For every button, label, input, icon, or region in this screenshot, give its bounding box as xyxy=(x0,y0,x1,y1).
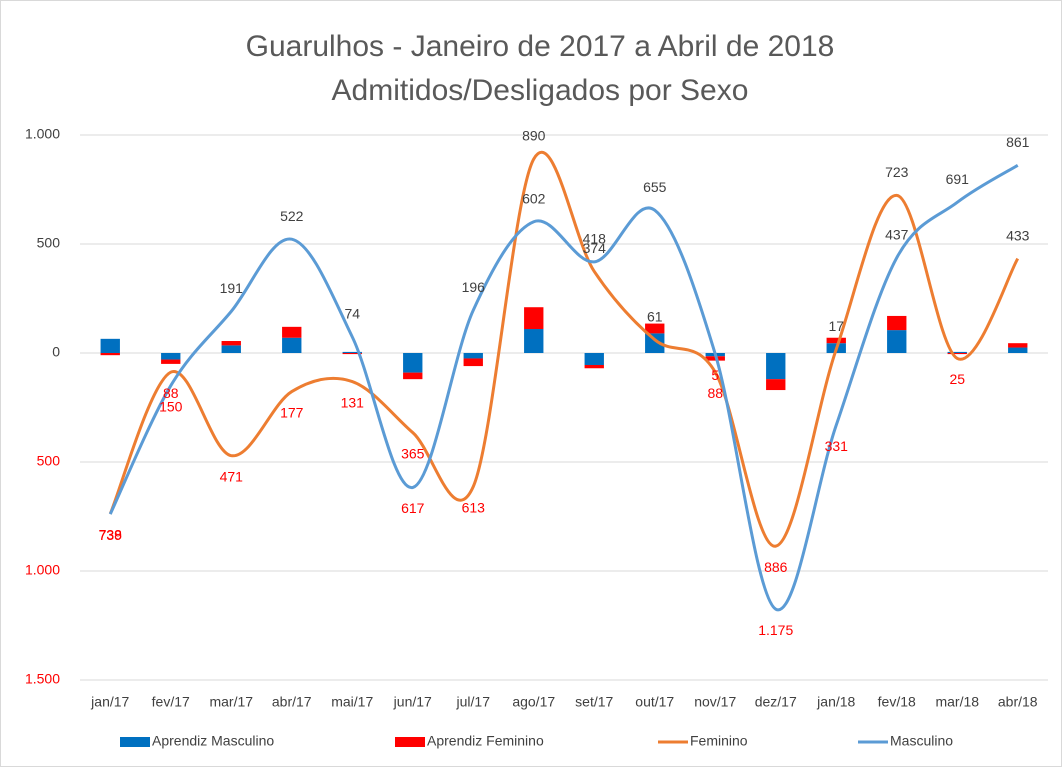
bar xyxy=(463,358,483,367)
data-label: 890 xyxy=(522,128,546,144)
bar xyxy=(1008,343,1028,348)
legend-label: Aprendiz Feminino xyxy=(427,733,544,749)
bar xyxy=(161,353,181,360)
data-label: 602 xyxy=(522,190,546,206)
data-label: 5 xyxy=(711,367,719,383)
data-label: 191 xyxy=(220,280,244,296)
x-tick-label: ago/17 xyxy=(512,694,555,710)
bar xyxy=(342,353,362,355)
x-tick-label: jul/17 xyxy=(456,694,491,710)
data-label: 1.175 xyxy=(758,622,793,638)
bar xyxy=(766,379,786,391)
y-tick-label: 1.500 xyxy=(25,671,60,687)
bar xyxy=(221,341,241,346)
data-label: 433 xyxy=(1006,227,1030,243)
data-label: 61 xyxy=(647,308,663,324)
bar xyxy=(161,359,181,364)
bar xyxy=(645,323,665,334)
data-label: 177 xyxy=(280,404,304,420)
bar xyxy=(100,338,120,353)
bar xyxy=(403,353,423,373)
data-label: 17 xyxy=(828,318,844,334)
data-label: 861 xyxy=(1006,134,1030,150)
bar xyxy=(524,329,544,353)
x-tick-label: mar/17 xyxy=(209,694,253,710)
bar xyxy=(887,330,907,353)
legend-label: Aprendiz Masculino xyxy=(152,733,274,749)
bar xyxy=(584,364,604,369)
y-tick-label: 1.000 xyxy=(25,126,60,142)
x-tick-label: abr/18 xyxy=(998,694,1038,710)
data-label: 25 xyxy=(949,371,965,387)
bar xyxy=(947,353,967,355)
x-tick-label: nov/17 xyxy=(694,694,736,710)
x-tick-label: jan/17 xyxy=(90,694,129,710)
bar xyxy=(403,372,423,380)
line xyxy=(108,164,1019,612)
data-label: 655 xyxy=(643,179,667,195)
bar xyxy=(645,333,665,353)
data-label: 365 xyxy=(401,445,425,461)
bar xyxy=(947,351,967,353)
chart-subtitle: Admitidos/Desligados por Sexo xyxy=(332,74,749,107)
x-tick-label: out/17 xyxy=(635,694,674,710)
x-tick-label: jan/18 xyxy=(816,694,855,710)
data-label: 522 xyxy=(280,208,304,224)
x-tick-label: jun/17 xyxy=(393,694,432,710)
data-label: 418 xyxy=(583,231,607,247)
x-tick-label: fev/17 xyxy=(152,694,190,710)
chart-title: Guarulhos - Janeiro de 2017 a Abril de 2… xyxy=(246,30,835,63)
bar xyxy=(282,326,302,338)
x-tick-label: mai/17 xyxy=(331,694,373,710)
x-tick-label: dez/17 xyxy=(755,694,797,710)
bar xyxy=(221,345,241,353)
data-label: 150 xyxy=(159,398,183,414)
bar xyxy=(766,353,786,380)
data-label: 437 xyxy=(885,226,909,242)
line xyxy=(108,150,1020,548)
bar xyxy=(524,307,544,330)
legend-swatch xyxy=(395,737,425,747)
bar xyxy=(463,353,483,359)
data-label: 738 xyxy=(99,527,123,543)
data-label: 739 xyxy=(99,527,123,543)
y-tick-label: 1.000 xyxy=(25,562,60,578)
data-label: 613 xyxy=(462,499,486,515)
legend-label: Masculino xyxy=(890,733,953,749)
x-tick-label: mar/18 xyxy=(935,694,979,710)
data-label: 74 xyxy=(344,306,360,322)
bar xyxy=(1008,347,1028,353)
legend-label: Feminino xyxy=(690,733,748,749)
data-label: 617 xyxy=(401,500,425,516)
y-tick-label: 0 xyxy=(52,344,60,360)
data-label: 886 xyxy=(764,559,788,575)
data-label: 471 xyxy=(220,468,244,484)
data-label: 723 xyxy=(885,164,909,180)
data-label: 691 xyxy=(946,171,970,187)
bar xyxy=(342,351,362,353)
y-tick-label: 500 xyxy=(37,235,61,251)
bar xyxy=(887,315,907,331)
y-tick-label: 500 xyxy=(37,453,61,469)
bar xyxy=(282,337,302,353)
legend-swatch xyxy=(120,737,150,747)
data-label: 88 xyxy=(707,385,723,401)
bar xyxy=(100,353,120,356)
x-tick-label: fev/18 xyxy=(878,694,916,710)
bar xyxy=(584,353,604,365)
data-label: 374 xyxy=(583,240,607,256)
data-label: 88 xyxy=(163,385,179,401)
data-label: 331 xyxy=(825,438,849,454)
data-label: 131 xyxy=(341,394,365,410)
x-tick-label: set/17 xyxy=(575,694,613,710)
data-label: 196 xyxy=(462,279,486,295)
bar xyxy=(826,337,846,344)
x-tick-label: abr/17 xyxy=(272,694,312,710)
